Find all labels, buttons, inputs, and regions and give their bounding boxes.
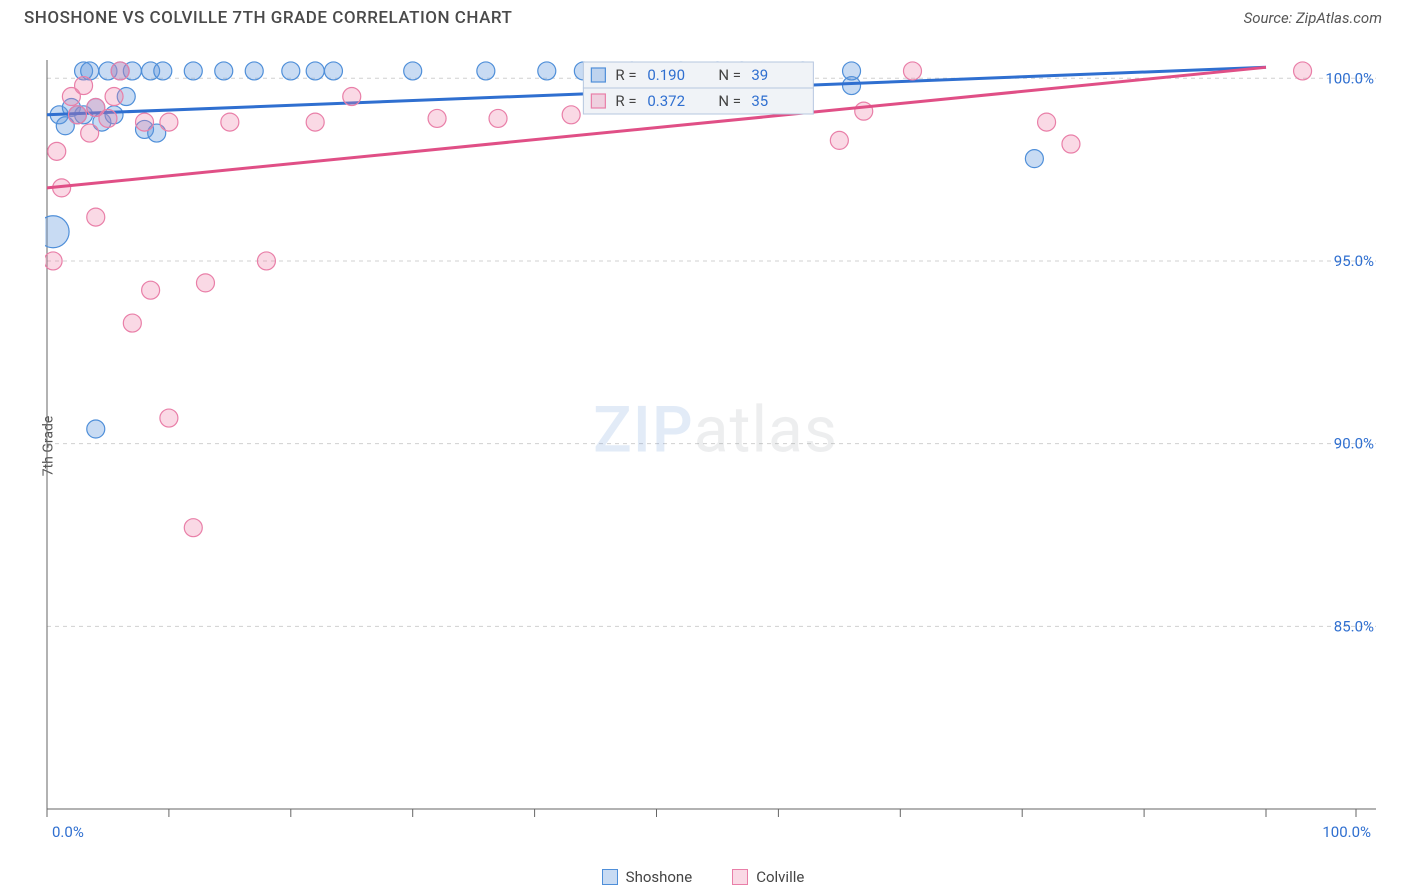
svg-text:35: 35 xyxy=(751,92,768,110)
svg-text:R =: R = xyxy=(615,92,636,110)
source-label: Source: ZipAtlas.com xyxy=(1244,9,1382,27)
scatter-plot: 85.0% 90.0% 95.0% 100.0% 0.0% 100.0% R = 0.190… xyxy=(45,45,1386,847)
chart-title: SHOSHONE VS COLVILLE 7TH GRADE CORRELATI… xyxy=(24,8,512,28)
svg-text:90.0%: 90.0% xyxy=(1334,435,1374,453)
svg-text:95.0%: 95.0% xyxy=(1334,252,1374,270)
legend: Shoshone Colville xyxy=(0,868,1406,886)
legend-item-shoshone: Shoshone xyxy=(602,868,693,886)
svg-text:100.0%: 100.0% xyxy=(1325,69,1374,87)
svg-text:39: 39 xyxy=(751,66,768,84)
legend-label: Colville xyxy=(756,868,804,886)
svg-text:0.372: 0.372 xyxy=(647,92,685,110)
svg-text:0.190: 0.190 xyxy=(647,66,685,84)
legend-swatch xyxy=(732,869,748,885)
svg-text:N =: N = xyxy=(718,92,741,110)
svg-text:N =: N = xyxy=(718,66,741,84)
svg-text:100.0%: 100.0% xyxy=(1322,823,1371,841)
svg-text:85.0%: 85.0% xyxy=(1334,617,1374,635)
legend-label: Shoshone xyxy=(626,868,693,886)
svg-text:R =: R = xyxy=(615,66,636,84)
legend-item-colville: Colville xyxy=(732,868,804,886)
legend-swatch xyxy=(602,869,618,885)
svg-text:0.0%: 0.0% xyxy=(52,823,84,841)
chart-header: SHOSHONE VS COLVILLE 7TH GRADE CORRELATI… xyxy=(0,0,1406,36)
chart-area: 85.0% 90.0% 95.0% 100.0% 0.0% 100.0% R = 0.190… xyxy=(45,45,1386,847)
